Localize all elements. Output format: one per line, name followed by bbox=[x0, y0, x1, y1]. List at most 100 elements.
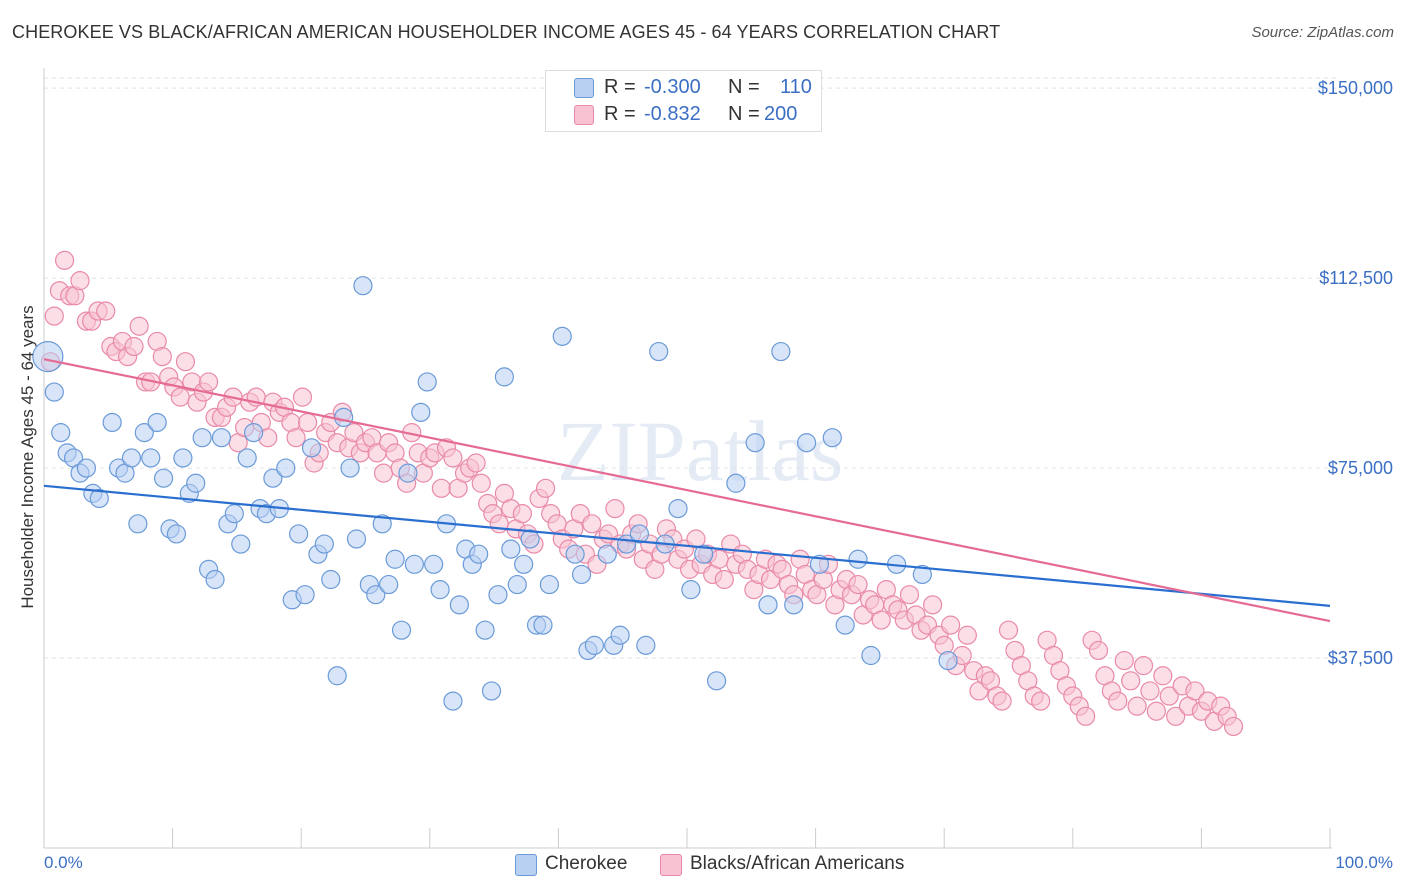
cherokee-point bbox=[539, 574, 559, 595]
y-tick-label: $37,500 bbox=[1328, 648, 1393, 668]
blacks-point bbox=[1153, 666, 1173, 686]
cherokee-point bbox=[211, 428, 232, 448]
cherokee-point bbox=[289, 524, 309, 544]
legend-r-value: -0.832 bbox=[644, 103, 701, 125]
cherokee-point bbox=[443, 691, 463, 711]
blacks-point bbox=[199, 372, 219, 392]
cherokee-point bbox=[404, 554, 424, 574]
blacks-trend-line bbox=[43, 358, 1331, 623]
cherokee-point bbox=[430, 580, 450, 600]
cherokee-point bbox=[44, 382, 64, 402]
cherokee-point bbox=[276, 458, 296, 478]
cherokee-point bbox=[153, 468, 174, 488]
cherokee-point bbox=[102, 412, 122, 433]
legend-swatch-cherokee bbox=[574, 78, 594, 98]
blacks-point bbox=[957, 625, 977, 645]
blacks-point bbox=[170, 387, 190, 407]
blacks-point bbox=[1146, 701, 1166, 721]
legend-swatch-blacks bbox=[574, 105, 594, 125]
blacks-point bbox=[1185, 681, 1205, 701]
blacks-point bbox=[1088, 640, 1109, 661]
cherokee-point bbox=[366, 585, 386, 605]
cherokee-point bbox=[147, 412, 167, 433]
blacks-point bbox=[1166, 706, 1186, 726]
cherokee-point bbox=[231, 534, 251, 554]
blacks-point bbox=[1140, 681, 1160, 701]
cherokee-trend-line bbox=[43, 484, 1331, 607]
legend-n-value: 110 bbox=[780, 76, 812, 98]
cherokee-point bbox=[501, 539, 521, 559]
series-legend: Cherokee Blacks/African Americans bbox=[0, 852, 1406, 878]
y-tick-labels: $37,500 $75,000 $112,500 $150,000 bbox=[1318, 78, 1393, 668]
cherokee-point bbox=[424, 554, 444, 574]
cherokee-point bbox=[488, 585, 508, 605]
cherokee-point bbox=[224, 504, 244, 524]
blacks-point bbox=[848, 574, 868, 595]
cherokee-point bbox=[411, 402, 431, 422]
blacks-point bbox=[582, 514, 602, 534]
blacks-point bbox=[1159, 686, 1179, 706]
blacks-point bbox=[292, 387, 313, 407]
cherokee-point bbox=[263, 468, 283, 488]
legend-n-value: 200 bbox=[764, 103, 798, 125]
cherokee-point bbox=[128, 514, 148, 534]
y-tick-label: $75,000 bbox=[1328, 458, 1393, 478]
blacks-point bbox=[175, 352, 196, 372]
blacks-point bbox=[1223, 716, 1244, 737]
cherokee-point bbox=[912, 564, 932, 585]
blacks-point bbox=[714, 569, 734, 590]
cherokee-point bbox=[398, 463, 418, 483]
cherokee-point bbox=[334, 407, 354, 428]
cherokee-point bbox=[237, 448, 257, 468]
blacks-point bbox=[373, 463, 394, 483]
blacks-point bbox=[686, 529, 706, 549]
cherokee-point bbox=[89, 488, 109, 509]
cherokee-point bbox=[507, 574, 527, 595]
cherokee-point bbox=[134, 423, 154, 443]
stats-legend: R = -0.300 N = 110 R = -0.832 N = 200 bbox=[545, 70, 822, 132]
legend-n-label: N = bbox=[728, 76, 760, 98]
blacks-point bbox=[871, 610, 891, 630]
cherokee-point bbox=[610, 625, 630, 645]
blacks-point bbox=[605, 498, 625, 519]
cherokee-point bbox=[449, 595, 469, 615]
cherokee-point bbox=[481, 681, 502, 701]
cherokee-point bbox=[346, 529, 367, 549]
blacks-point bbox=[899, 585, 920, 605]
cherokee-point bbox=[417, 372, 437, 392]
legend-swatch-blacks bbox=[660, 854, 682, 876]
cherokee-point bbox=[649, 341, 669, 362]
cherokee-point bbox=[796, 433, 817, 453]
blacks-point bbox=[512, 504, 532, 524]
cherokee-point bbox=[192, 428, 212, 448]
blacks-point bbox=[1108, 691, 1128, 711]
cherokee-point bbox=[584, 635, 605, 655]
cherokee-point bbox=[494, 367, 514, 387]
series-blacks-points bbox=[40, 250, 1244, 737]
cherokee-point bbox=[636, 635, 656, 655]
cherokee-point bbox=[76, 458, 97, 478]
cherokee-point bbox=[822, 428, 842, 448]
cherokee-point bbox=[861, 645, 881, 666]
cherokee-point bbox=[514, 554, 534, 574]
blacks-point bbox=[992, 691, 1012, 711]
cherokee-point bbox=[726, 473, 746, 493]
cherokee-point bbox=[173, 448, 193, 468]
blacks-point bbox=[1031, 691, 1051, 711]
cherokee-point bbox=[205, 569, 225, 590]
legend-r-label: R = bbox=[604, 76, 636, 98]
cherokee-point bbox=[668, 498, 688, 519]
blacks-point bbox=[535, 478, 556, 498]
blacks-point bbox=[466, 453, 486, 473]
blacks-point bbox=[124, 336, 144, 357]
cherokee-point bbox=[565, 544, 585, 564]
blacks-point bbox=[44, 306, 64, 326]
x-tick-label-max: 100.0% bbox=[1335, 853, 1393, 872]
axes bbox=[43, 68, 1332, 849]
cherokee-point bbox=[694, 544, 714, 564]
cherokee-point bbox=[809, 554, 830, 574]
cherokee-point bbox=[314, 534, 334, 554]
blacks-point bbox=[70, 271, 90, 291]
cherokee-point bbox=[597, 544, 617, 564]
cherokee-point bbox=[51, 423, 71, 443]
